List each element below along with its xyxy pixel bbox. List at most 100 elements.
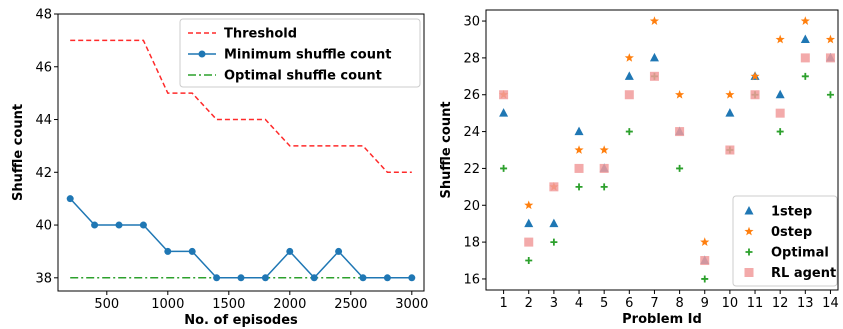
y-tick-label: 18 [463,236,480,251]
data-point-0step [725,89,735,99]
legend-label: Optimal shuffle count [224,69,382,84]
series-line-threshold [70,39,412,174]
data-point-rl-agent [800,53,810,63]
data-point-minimum [188,247,196,255]
x-tick-label: 2 [525,296,533,311]
data-point-optimal [600,183,608,191]
y-tick-label: 26 [463,88,480,103]
y-tick-label: 44 [35,113,52,128]
y-tick-label: 22 [463,162,480,177]
data-point-1step [800,34,810,43]
x-tick-label: 13 [797,296,814,311]
data-point-1step [775,89,785,99]
data-point-rl-agent [700,256,710,266]
y-axis-label: Shuffle count [11,104,26,201]
x-tick-label: 1000 [151,297,184,312]
data-point-optimal [801,72,809,80]
x-tick-label: 3 [550,296,558,311]
legend-label: 0step [771,225,812,240]
data-point-0step [675,89,685,99]
data-point-minimum [261,274,269,282]
data-point-0step [624,53,634,62]
data-point-1step [624,71,634,80]
y-tick-label: 28 [463,51,480,66]
legend-label: 1step [771,205,812,220]
y-tick-label: 38 [35,271,52,286]
data-point-minimum [335,247,343,255]
data-point-0step [825,34,836,44]
y-tick-label: 20 [463,199,480,214]
y-tick-label: 48 [35,8,52,23]
data-point-optimal [525,257,533,265]
data-point-0step [800,16,810,25]
plot-frame [57,13,425,292]
plot-frame [485,9,839,291]
data-point-rl-agent [750,90,760,100]
data-point-1step [524,218,534,228]
x-tick-label: 2500 [334,297,367,312]
data-point-1step [649,52,659,62]
x-tick-label: 8 [675,296,683,311]
x-tick-label: 6 [625,296,633,311]
x-tick-label: 10 [722,296,739,311]
data-point-rl-agent [825,53,835,63]
data-point-0step [775,34,785,44]
data-point-rl-agent [649,71,659,81]
legend-marker [744,268,754,277]
y-tick-label: 16 [463,272,480,287]
data-point-minimum [91,221,99,229]
data-point-minimum [310,274,318,282]
x-tick-label: 5 [600,296,608,311]
x-tick-label: 9 [701,296,709,311]
left-chart: 500 1000 1500 2000 2500 3000 38 40 42 44 46 48 No. o… [11,8,428,329]
data-point-minimum [213,274,221,282]
data-point-0step [599,145,609,154]
x-tick-label: 11 [747,296,764,311]
data-point-0step [750,71,760,81]
data-point-rl-agent [775,108,785,118]
data-point-minimum [237,274,245,282]
y-axis-label: Shuffle count [439,101,454,198]
data-point-1step [549,218,559,228]
data-point-optimal [500,164,508,172]
legend-box [179,18,421,88]
y-tick-label: 40 [35,219,52,234]
data-point-1step [574,126,584,136]
data-point-minimum [139,221,147,229]
legend-marker [744,226,754,236]
x-tick-label: 2000 [273,297,306,312]
y-tick-label: 24 [463,125,480,140]
data-point-minimum [286,247,294,255]
data-point-optimal [776,128,784,136]
legend-marker [198,50,206,58]
x-tick-label: 4 [575,296,583,311]
data-point-optimal [701,275,709,283]
data-point-rl-agent [599,163,609,173]
data-point-optimal [575,183,583,191]
legend-label: Threshold [224,27,297,42]
data-point-rl-agent [624,90,634,100]
data-point-minimum [66,195,74,203]
x-axis-label: No. of episodes [184,313,298,328]
x-tick-label: 3000 [395,297,428,312]
data-point-0step [574,145,584,154]
data-point-optimal [550,238,558,246]
right-chart: 1 2 3 4 5 6 7 8 9 10 11 12 13 141618202224262830Probl… [439,9,839,327]
x-tick-label: 12 [772,296,789,311]
x-axis-label: Problem Id [622,312,702,327]
data-point-rl-agent [549,182,559,192]
legend-label: RL agent [771,266,836,281]
legend-marker [745,248,753,256]
x-tick-label: 14 [822,296,839,311]
data-point-0step [649,16,660,25]
data-point-optimal [826,91,834,99]
series-line-minimum [69,198,412,279]
legend-box [732,195,838,287]
y-tick-label: 42 [35,166,52,181]
data-point-0step [524,200,534,210]
y-tick-label: 30 [463,15,480,30]
data-point-rl-agent [675,127,685,137]
data-point-1step [725,108,735,117]
data-point-optimal [676,164,684,172]
